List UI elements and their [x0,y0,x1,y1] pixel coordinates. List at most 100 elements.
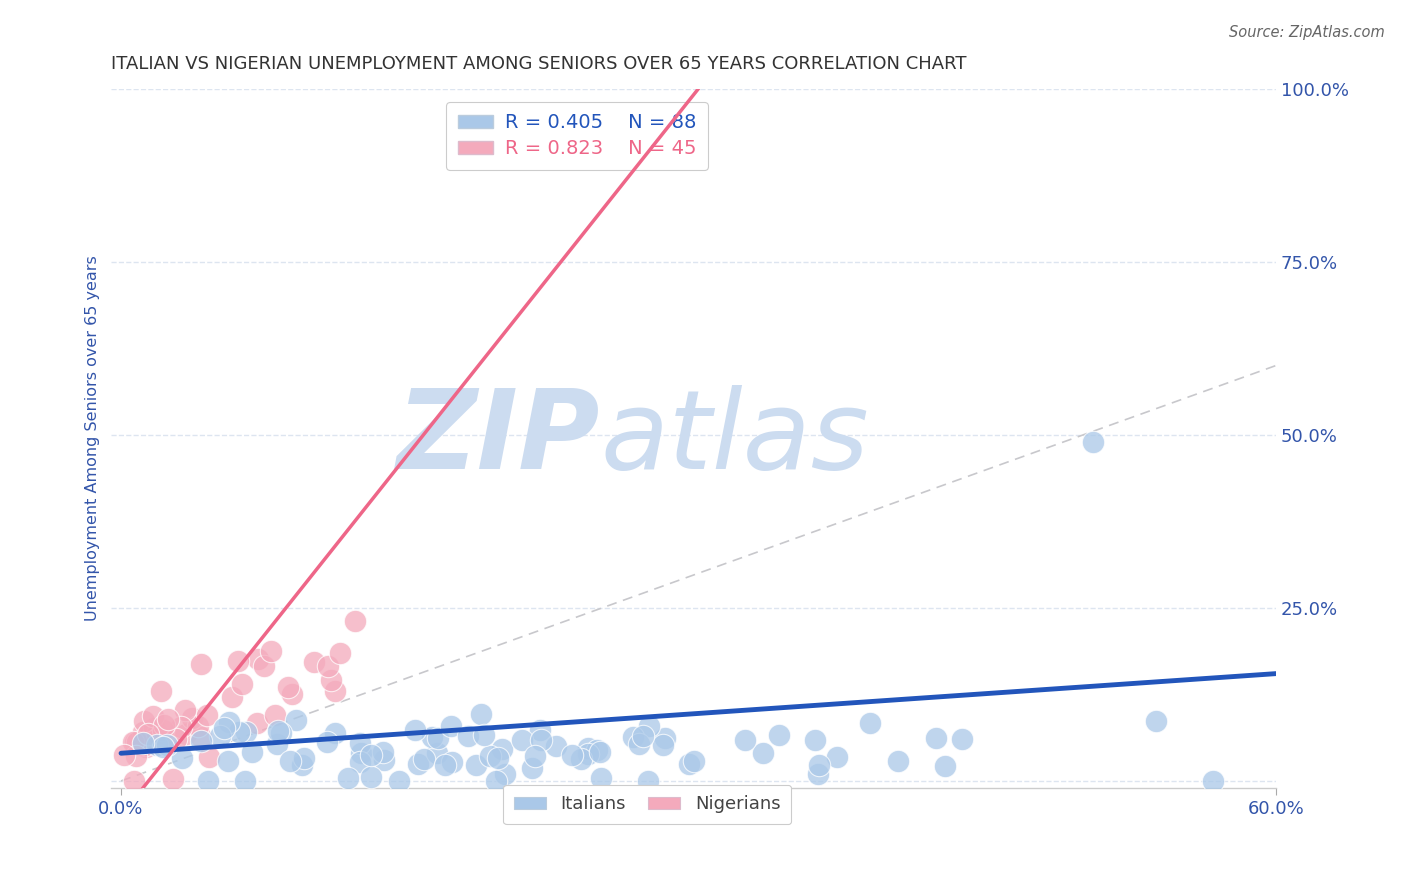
Point [433,757,456,772]
Point [807,767,830,781]
Point [173,703,195,717]
Point [132,714,155,729]
Point [807,758,830,772]
Point [457,729,479,743]
Point [950,732,973,747]
Point [925,731,948,746]
Point [132,724,155,739]
Point [197,773,219,788]
Point [165,731,187,746]
Point [124,735,146,749]
Point [319,673,342,688]
Point [420,730,443,744]
Point [170,751,193,765]
Point [652,738,675,752]
Point [371,745,394,759]
Point [291,757,314,772]
Point [530,733,553,747]
Point [157,712,180,726]
Point [589,771,612,785]
Point [336,772,359,786]
Point [360,747,382,762]
Point [628,737,651,751]
Point [486,751,509,765]
Point [470,706,492,721]
Point [413,751,436,765]
Point [441,756,464,770]
Point [478,749,501,764]
Point [427,731,450,746]
Point [132,736,155,750]
Point [150,684,173,698]
Point [529,723,551,737]
Point [226,654,249,668]
Point [190,734,212,748]
Point [121,734,143,748]
Point [152,723,174,737]
Point [934,758,956,772]
Point [589,745,612,759]
Point [135,740,157,755]
Point [247,652,270,666]
Point [122,773,145,788]
Point [316,659,339,673]
Point [190,657,212,671]
Point [270,726,292,740]
Point [406,757,429,772]
Point [825,750,848,764]
Y-axis label: Unemployment Among Seniors over 65 years: Unemployment Among Seniors over 65 years [86,255,100,621]
Point [134,739,156,753]
Point [350,747,373,761]
Point [576,747,599,761]
Point [277,680,299,694]
Point [214,721,236,735]
Point [524,748,547,763]
Point [752,747,775,761]
Point [682,754,704,768]
Point [654,731,676,745]
Text: ITALIAN VS NIGERIAN UNEMPLOYMENT AMONG SENIORS OVER 65 YEARS CORRELATION CHART: ITALIAN VS NIGERIAN UNEMPLOYMENT AMONG S… [111,55,967,73]
Point [217,754,239,768]
Point [576,740,599,755]
Point [156,738,179,752]
Point [323,726,346,740]
Point [170,720,193,734]
Point [153,718,176,732]
Point [485,773,508,788]
Point [349,736,371,750]
Point [360,770,382,784]
Point [633,730,655,744]
Point [221,690,243,705]
Point [278,754,301,768]
Point [388,773,411,788]
Point [344,614,367,628]
Point [637,773,659,788]
Point [180,711,202,725]
Point [162,772,184,786]
Point [292,751,315,765]
Point [285,713,308,727]
Point [235,725,257,739]
Point [146,739,169,753]
Point [585,742,607,756]
Point [440,719,463,733]
Point [260,644,283,658]
Point [678,756,700,771]
Point [125,749,148,764]
Point [263,708,285,723]
Point [546,739,568,754]
Legend: Italians, Nigerians: Italians, Nigerians [503,785,792,824]
Point [329,646,352,660]
Point [404,723,426,737]
Point [323,684,346,698]
Point [174,726,197,740]
Point [142,721,165,735]
Point [267,724,290,739]
Point [768,728,790,742]
Text: ZIP: ZIP [396,384,600,491]
Point [231,676,253,690]
Point [112,748,135,763]
Point [198,749,221,764]
Point [142,708,165,723]
Point [734,732,756,747]
